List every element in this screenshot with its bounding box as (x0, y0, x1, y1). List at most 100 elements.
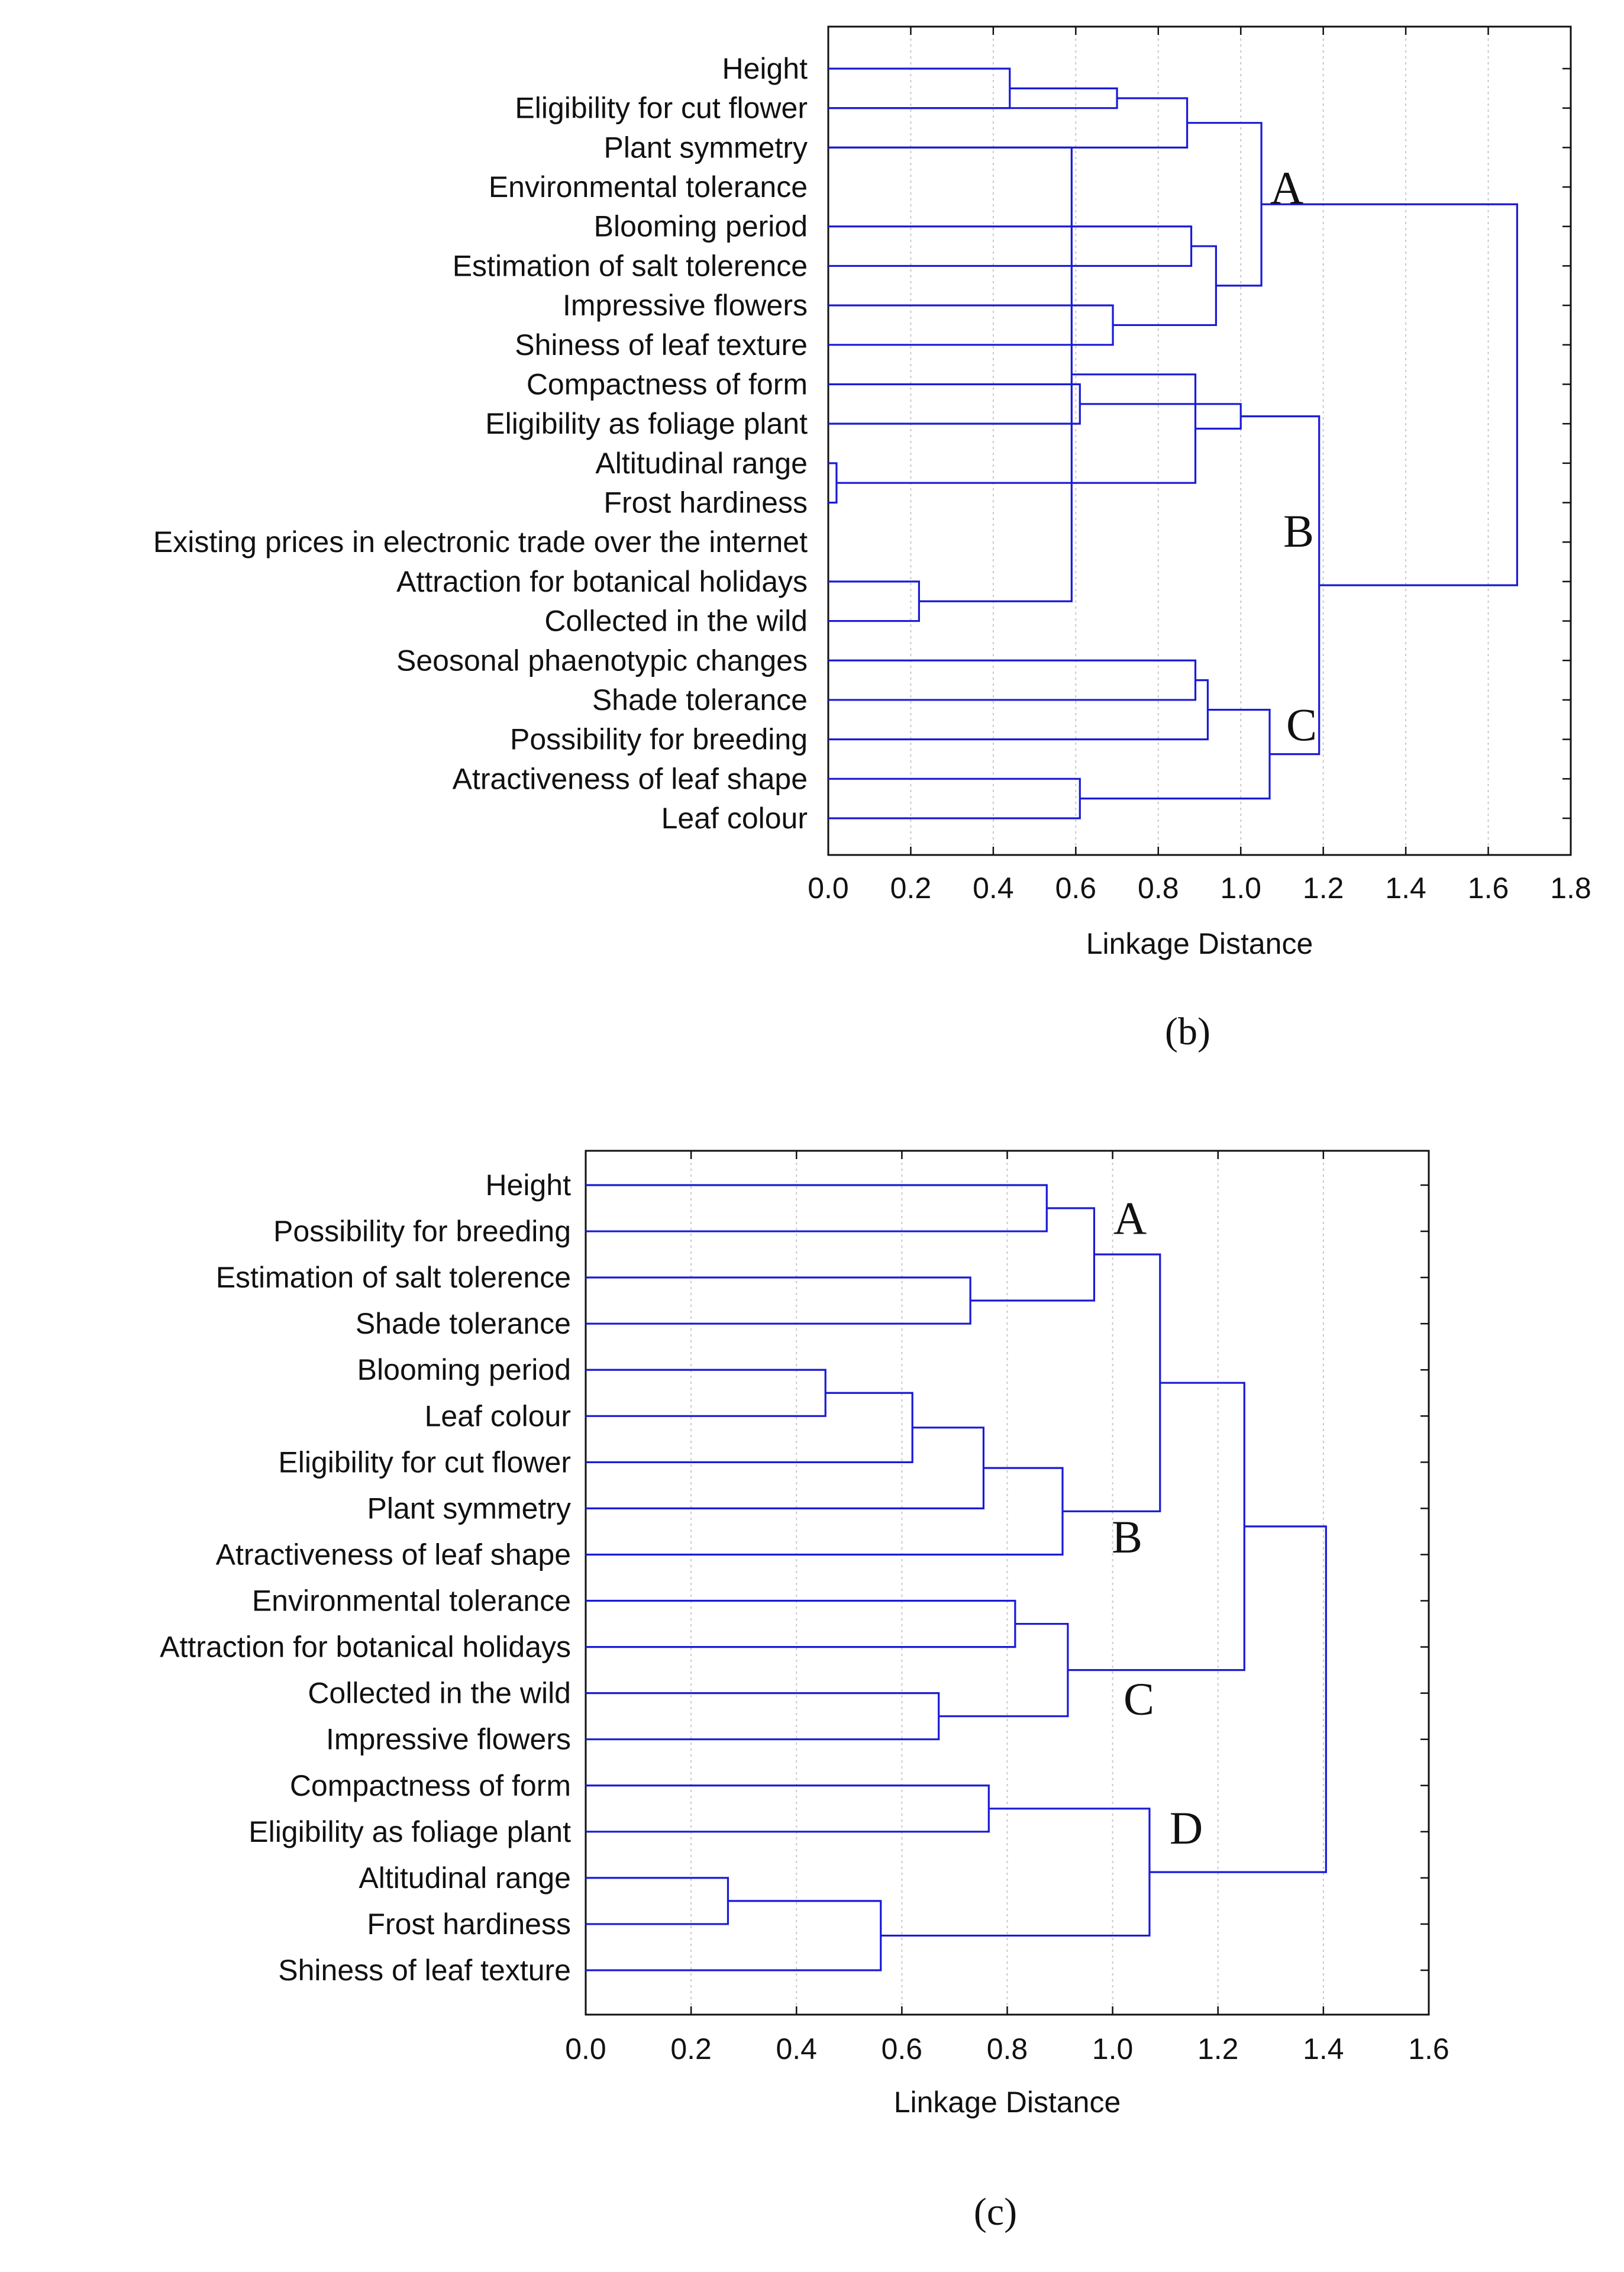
leaf-label: Frost hardiness (603, 486, 808, 519)
dendrogram-branch (1067, 1382, 1245, 1671)
leaf-label: Attraction for botanical holidays (160, 1631, 571, 1664)
x-tick-label: 1.2 (1303, 872, 1344, 905)
cluster-label: C (1286, 699, 1317, 750)
plot-frame (827, 25, 1572, 856)
leaf-label: Leaf colour (661, 802, 808, 835)
cluster-label: C (1123, 1673, 1154, 1724)
cluster-label: B (1112, 1511, 1142, 1563)
x-tick-label: 0.0 (808, 872, 849, 905)
leaf-label: Shiness of leaf texture (515, 328, 808, 362)
x-tick-label: 1.6 (1468, 872, 1509, 905)
dendrogram-branch (586, 1276, 971, 1325)
dendrogram-branch (1149, 1525, 1327, 1873)
dendrogram-branch (1187, 122, 1263, 287)
leaf-label: Leaf colour (425, 1399, 571, 1432)
leaf-label: Collected in the wild (308, 1677, 571, 1710)
dendrogram-branch (1063, 1253, 1161, 1512)
dendrogram-branch (586, 1877, 729, 1925)
leaf-label: Existing prices in electronic trade over… (153, 525, 808, 559)
dendrogram-branch (1241, 415, 1320, 756)
leaf-label: Environmental tolerance (489, 170, 808, 204)
panel-label: (b) (1165, 1010, 1210, 1053)
dendrogram-branch (828, 659, 1197, 701)
dendrogram-branch (938, 1622, 1069, 1718)
leaf-label: Possibility for breeding (273, 1215, 571, 1248)
x-tick-label: 1.6 (1408, 2032, 1449, 2066)
x-tick-label: 0.2 (670, 2032, 712, 2066)
x-tick-label: 1.4 (1385, 872, 1426, 905)
dendrogram-branch (586, 1467, 1064, 1556)
dendrogram-branch (586, 1392, 913, 1463)
leaf-label: Impressive flowers (563, 289, 808, 322)
dendrogram-branch (1080, 403, 1242, 430)
panel-label: (c) (974, 2190, 1017, 2234)
dendrogram-branch (1113, 245, 1217, 327)
leaf-label: Estimation of salt tolerence (453, 249, 808, 282)
leaf-label: Collected in the wild (544, 605, 808, 638)
leaf-label: Atractiveness of leaf shape (453, 762, 808, 795)
dendrogram-branch (586, 1784, 990, 1833)
leaf-label: Height (485, 1169, 571, 1202)
cluster-label: A (1113, 1193, 1147, 1244)
dendrogram-panel-b: 0.0 0.2 0.4 0.6 0.8 1.0 1.2 1.4 1.6 1.8 Height Elig… (153, 25, 1591, 1053)
leaf-label: Shade tolerance (592, 683, 808, 717)
dendrogram-branch (1261, 203, 1518, 586)
leaf-label: Altitudinal range (595, 447, 808, 480)
dendrogram-branch (836, 373, 1197, 484)
dendrogram-branch (828, 383, 1081, 425)
x-tick-label: 0.4 (973, 872, 1014, 905)
x-tick-label: 0.6 (882, 2032, 923, 2066)
x-tick-label: 1.0 (1220, 872, 1261, 905)
leaf-label: Seosonal phaenotypic changes (396, 644, 808, 677)
x-tick-label: 0.8 (987, 2032, 1028, 2066)
x-tick-label: 0.2 (890, 872, 932, 905)
dendrogram-panel-c: 0.0 0.2 0.4 0.6 0.8 1.0 1.2 1.4 1.6 Height Possibi… (160, 1150, 1449, 2234)
x-tick-label: 1.8 (1550, 872, 1591, 905)
leaf-label: Shade tolerance (356, 1307, 571, 1340)
x-tick-label: 0.0 (565, 2032, 606, 2066)
cluster-label: D (1170, 1802, 1203, 1854)
leaf-label: Shiness of leaf texture (278, 1954, 571, 1987)
leaf-label: Eligibility for cut flower (278, 1445, 571, 1479)
leaf-label: Environmental tolerance (252, 1584, 571, 1618)
dendrogram-branch (828, 97, 1189, 149)
leaf-label: Atractiveness of leaf shape (216, 1538, 571, 1571)
dendrogram-branch (828, 777, 1081, 819)
x-tick-label: 0.4 (776, 2032, 817, 2066)
dendrogram-branch (586, 1692, 940, 1741)
cluster-label: A (1270, 162, 1303, 214)
x-tick-label: 0.6 (1055, 872, 1097, 905)
dendrogram-branch (828, 146, 1073, 602)
dendrogram-branch (828, 304, 1114, 346)
dendrogram-branch (586, 1369, 826, 1417)
dendrogram-branch (880, 1808, 1151, 1937)
x-axis-label: Linkage Distance (1086, 927, 1313, 960)
dendrogram-branch (586, 1900, 882, 1971)
dendrogram-branch (828, 87, 1118, 109)
leaf-label: Compactness of form (527, 367, 808, 401)
leaf-label: Attraction for botanical holidays (396, 565, 808, 598)
dendrogram-branch (586, 1599, 1016, 1648)
leaf-label: Compactness of form (290, 1769, 571, 1802)
leaf-label: Frost hardiness (367, 1908, 571, 1941)
leaf-label: Eligibility as foliage plant (485, 407, 808, 440)
dendrogram-branch (828, 580, 920, 622)
leaf-label: Plant symmetry (603, 131, 808, 164)
leaf-label: Plant symmetry (367, 1492, 571, 1525)
dendrogram-branch (828, 67, 1011, 109)
leaf-label: Height (722, 52, 808, 85)
leaf-label: Altitudinal range (359, 1861, 571, 1895)
leaf-label: Eligibility as foliage plant (248, 1815, 571, 1848)
leaf-label: Eligibility for cut flower (515, 92, 808, 125)
leaf-label: Possibility for breeding (510, 723, 808, 756)
leaf-label: Estimation of salt tolerence (216, 1261, 571, 1294)
dendrogram-branch (828, 462, 838, 504)
dendrogram-branch (586, 1184, 1048, 1232)
dendrogram-branch (970, 1207, 1096, 1302)
x-tick-label: 0.8 (1138, 872, 1179, 905)
dendrogram-branch (586, 1427, 985, 1510)
leaf-label: Impressive flowers (326, 1723, 571, 1756)
cluster-label: B (1283, 505, 1314, 557)
